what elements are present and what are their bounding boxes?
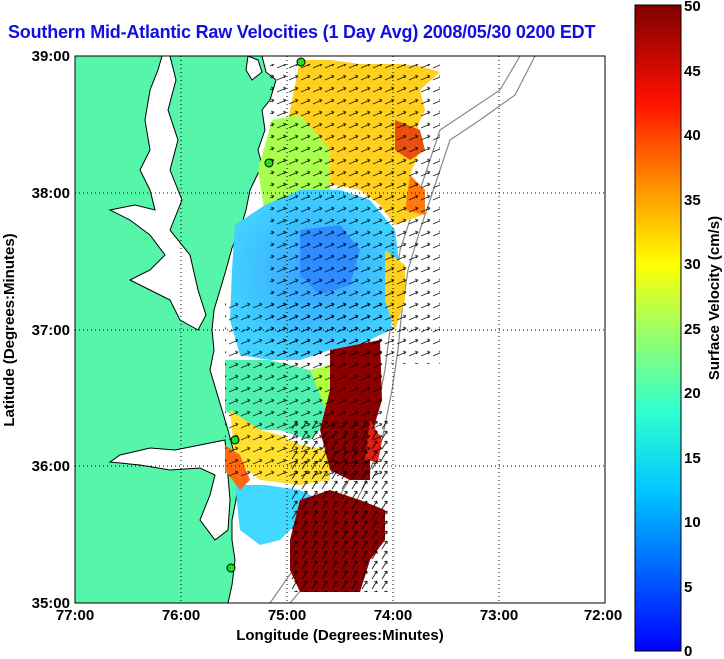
x-axis-label: Longitude (Degrees:Minutes): [236, 627, 444, 644]
x-axis-ticks: 77:00 76:00 75:00 74:00 73:00 72:00: [56, 607, 622, 624]
colorbar-tick-label: 5: [684, 579, 692, 596]
x-tick-label: 74:00: [374, 607, 412, 624]
velocity-vectors-south: [290, 420, 390, 592]
station-marker: [264, 158, 274, 168]
x-tick-label: 77:00: [56, 607, 94, 624]
y-axis-label: Latitude (Degrees:Minutes): [1, 233, 18, 426]
colorbar-tick-label: 0: [684, 643, 692, 659]
delaware-bay: [245, 56, 263, 81]
y-tick-label: 37:00: [32, 322, 70, 339]
station-marker: [226, 563, 236, 573]
colorbar-tick-label: 50: [684, 0, 701, 15]
colorbar-tick-label: 35: [684, 192, 701, 209]
station-marker: [230, 435, 240, 445]
colorbar-tick-label: 45: [684, 63, 701, 80]
chesapeake-bay: [108, 56, 207, 331]
x-tick-label: 72:00: [584, 607, 622, 624]
colorbar-label: Surface Velocity (cm/s): [706, 216, 723, 380]
station-marker: [296, 57, 306, 67]
colorbar-tick-label: 15: [684, 450, 701, 467]
y-tick-label: 38:00: [32, 185, 70, 202]
x-tick-label: 73:00: [480, 607, 518, 624]
y-tick-label: 39:00: [32, 48, 70, 65]
colorbar-tick-label: 20: [684, 385, 701, 402]
colorbar-tick-label: 40: [684, 127, 701, 144]
colorbar-tick-label: 30: [684, 256, 701, 273]
map-title: Southern Mid-Atlantic Raw Velocities (1 …: [8, 22, 596, 42]
grid-lines: [75, 56, 605, 603]
albemarle-sound: [108, 439, 231, 541]
x-tick-label: 75:00: [268, 607, 306, 624]
colorbar-tick-label: 25: [684, 321, 701, 338]
colorbar-ticks: 50 45 40 35 30 25 20 15 10 5 0: [684, 0, 701, 659]
y-tick-label: 35:00: [32, 595, 70, 612]
x-tick-label: 76:00: [162, 607, 200, 624]
y-axis-ticks: 39:00 38:00 37:00 36:00 35:00: [32, 48, 70, 612]
plot-frame: [74, 55, 606, 604]
y-tick-label: 36:00: [32, 458, 70, 475]
colorbar-tick-label: 10: [684, 514, 701, 531]
colorbar: [634, 4, 682, 652]
